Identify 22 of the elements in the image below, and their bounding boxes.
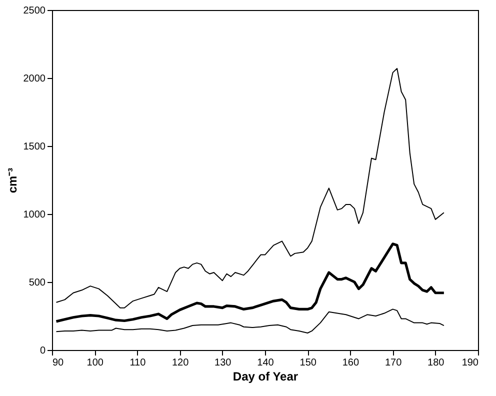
x-tick-label: 130 <box>214 358 232 368</box>
x-tick-label: 170 <box>384 358 402 368</box>
x-tick-label: 190 <box>462 358 479 368</box>
x-tick-label: 120 <box>172 358 190 368</box>
y-tick-label: 2500 <box>23 6 46 16</box>
x-tick-label: 180 <box>428 358 445 368</box>
y-tick-label: 1000 <box>23 210 46 220</box>
x-tick-label: 160 <box>342 358 360 368</box>
y-tick-label: 0 <box>40 346 46 356</box>
line-series <box>56 68 444 308</box>
y-axis-title: cm⁻³ <box>5 168 20 194</box>
x-tick-label: 150 <box>300 358 317 368</box>
line-series <box>56 308 444 334</box>
x-axis-title: Day of Year <box>232 370 298 384</box>
x-tick-label: 140 <box>257 358 274 368</box>
x-tick-label: 90 <box>52 358 64 368</box>
y-tick-label: 2000 <box>23 74 46 84</box>
line-series <box>54 242 446 323</box>
y-tick-label: 1500 <box>23 142 46 152</box>
y-tick-label: 500 <box>28 278 46 288</box>
x-tick-label: 110 <box>130 358 146 368</box>
x-tick-label: 100 <box>86 358 104 368</box>
